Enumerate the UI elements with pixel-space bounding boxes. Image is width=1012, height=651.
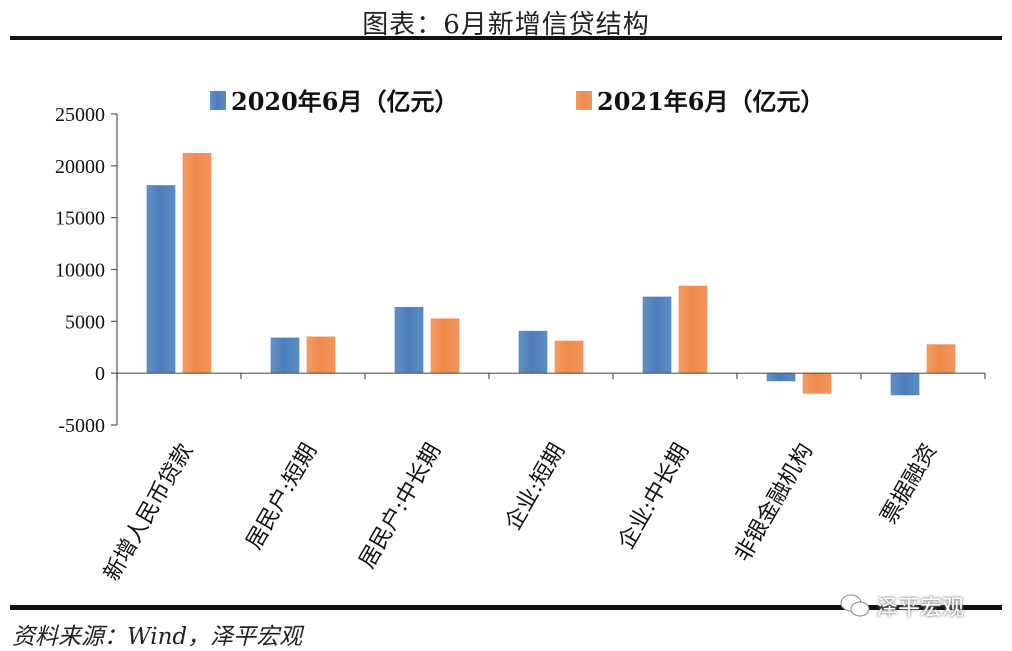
bar-series1-6 [766, 372, 796, 382]
page-title: 图表：6月新增信贷结构 [362, 10, 650, 40]
bar-series1-7 [890, 372, 920, 396]
x-category-label: 非银金融机构 [731, 440, 819, 567]
source-note: 资料来源：Wind，泽平宏观 [12, 624, 303, 650]
legend-swatch-2 [576, 91, 592, 110]
wechat-icon [840, 594, 870, 617]
legend-label-2: 2021年6月（亿元） [597, 87, 825, 116]
watermark-text: 泽平宏观 [876, 596, 965, 621]
legend-swatch-1 [210, 91, 226, 110]
bars [146, 153, 956, 396]
bar-series2-2 [306, 336, 336, 374]
x-category-label: 居民户:中长期 [355, 440, 446, 573]
x-category-label: 企业:短期 [501, 440, 570, 535]
bar-series2-5 [678, 285, 708, 374]
bar-series2-6 [802, 372, 832, 394]
y-tick-label: 10000 [55, 260, 105, 282]
bar-chart: 2020年6月（亿元） 2021年6月（亿元） 25000 20000 15000 10… [55, 87, 986, 586]
y-tick-label: 20000 [55, 156, 105, 178]
y-tick-label: -5000 [58, 415, 105, 437]
y-tick-label: 25000 [55, 104, 105, 126]
y-tick-label: 0 [95, 363, 105, 385]
x-category-label: 新增人民币贷款 [100, 440, 199, 586]
bar-series2-1 [182, 153, 212, 374]
top-rule [10, 36, 1002, 40]
watermark: 泽平宏观 [840, 590, 964, 622]
bar-series2-4 [554, 340, 584, 374]
y-tick-label: 5000 [65, 311, 105, 333]
legend-label-1: 2020年6月（亿元） [231, 87, 459, 116]
bar-series2-7 [926, 344, 956, 374]
x-axis: 新增人民币贷款 居民户:短期 居民户:中长期 企业:短期 企业:中长期 非银金融机构 票据融… [100, 372, 986, 586]
bar-series2-3 [430, 318, 460, 374]
x-category-label: 居民户:短期 [242, 440, 322, 554]
bottom-rule [10, 605, 1002, 610]
y-axis: 25000 20000 15000 10000 5000 0 -5000 [55, 104, 118, 437]
bar-series1-3 [394, 307, 424, 374]
y-tick-label: 15000 [55, 208, 105, 230]
x-category-label: 企业:中长期 [614, 440, 694, 554]
bar-series1-4 [518, 330, 548, 374]
bar-series1-5 [642, 296, 672, 374]
bar-series1-2 [270, 337, 300, 374]
bar-series1-1 [146, 185, 176, 374]
x-category-label: 票据融资 [877, 440, 943, 529]
legend: 2020年6月（亿元） 2021年6月（亿元） [210, 87, 825, 116]
